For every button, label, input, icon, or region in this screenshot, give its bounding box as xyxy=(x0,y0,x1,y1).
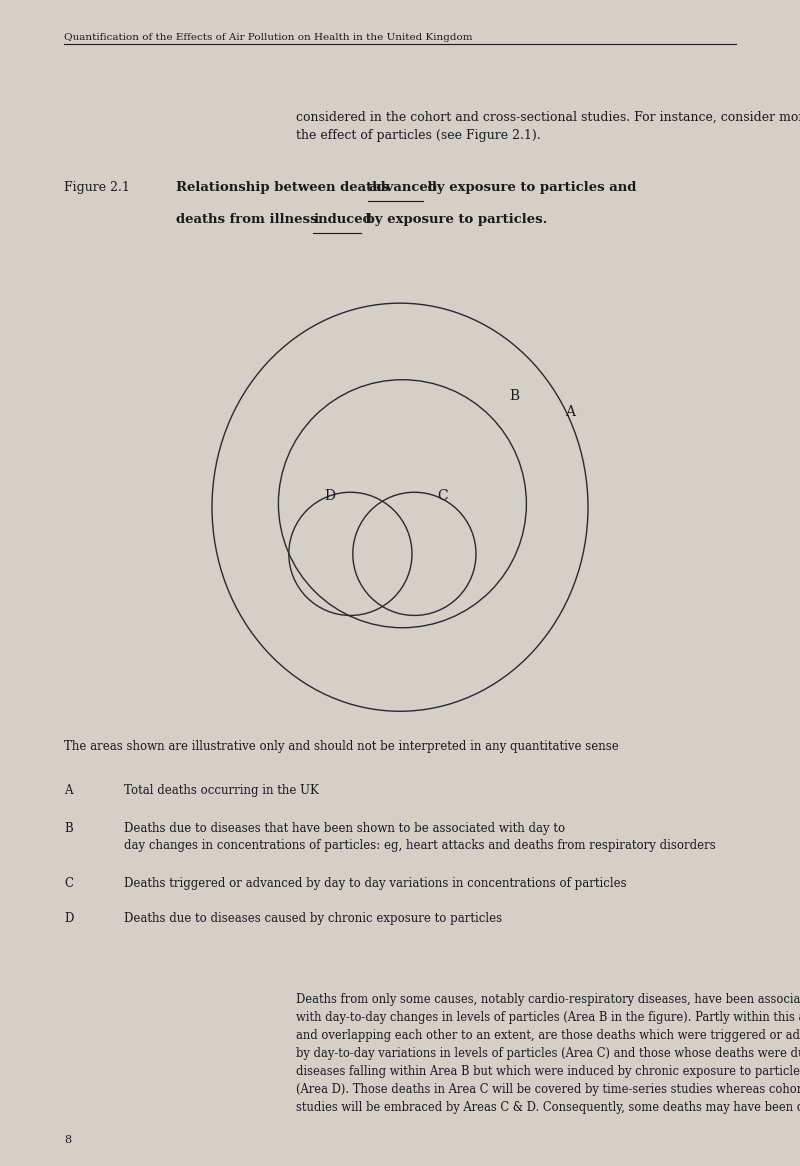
Text: by exposure to particles and: by exposure to particles and xyxy=(423,181,636,194)
Text: 8: 8 xyxy=(64,1135,71,1145)
Text: The areas shown are illustrative only and should not be interpreted in any quant: The areas shown are illustrative only an… xyxy=(64,740,618,753)
Text: Relationship between deaths: Relationship between deaths xyxy=(176,181,394,194)
Text: B: B xyxy=(64,822,73,835)
Text: C: C xyxy=(438,489,448,503)
Text: Deaths due to diseases caused by chronic exposure to particles: Deaths due to diseases caused by chronic… xyxy=(124,912,502,925)
Text: deaths from illness: deaths from illness xyxy=(176,213,322,226)
Text: Deaths triggered or advanced by day to day variations in concentrations of parti: Deaths triggered or advanced by day to d… xyxy=(124,877,626,890)
Text: considered in the cohort and cross-sectional studies. For instance, consider mor: considered in the cohort and cross-secti… xyxy=(296,111,800,142)
Text: Total deaths occurring in the UK: Total deaths occurring in the UK xyxy=(124,784,319,796)
Text: A: A xyxy=(64,784,73,796)
Text: C: C xyxy=(64,877,73,890)
Text: Quantification of the Effects of Air Pollution on Health in the United Kingdom: Quantification of the Effects of Air Pol… xyxy=(64,33,473,42)
Text: advanced: advanced xyxy=(368,181,437,194)
Text: Deaths due to diseases that have been shown to be associated with day to
day cha: Deaths due to diseases that have been sh… xyxy=(124,822,716,852)
Text: D: D xyxy=(64,912,74,925)
Text: Deaths from only some causes, notably cardio-respiratory diseases, have been ass: Deaths from only some causes, notably ca… xyxy=(296,993,800,1115)
Text: A: A xyxy=(565,405,574,419)
Text: induced: induced xyxy=(314,213,372,226)
Text: by exposure to particles.: by exposure to particles. xyxy=(362,213,548,226)
Text: Figure 2.1: Figure 2.1 xyxy=(64,181,130,194)
Text: D: D xyxy=(324,489,335,503)
Text: B: B xyxy=(510,389,520,403)
